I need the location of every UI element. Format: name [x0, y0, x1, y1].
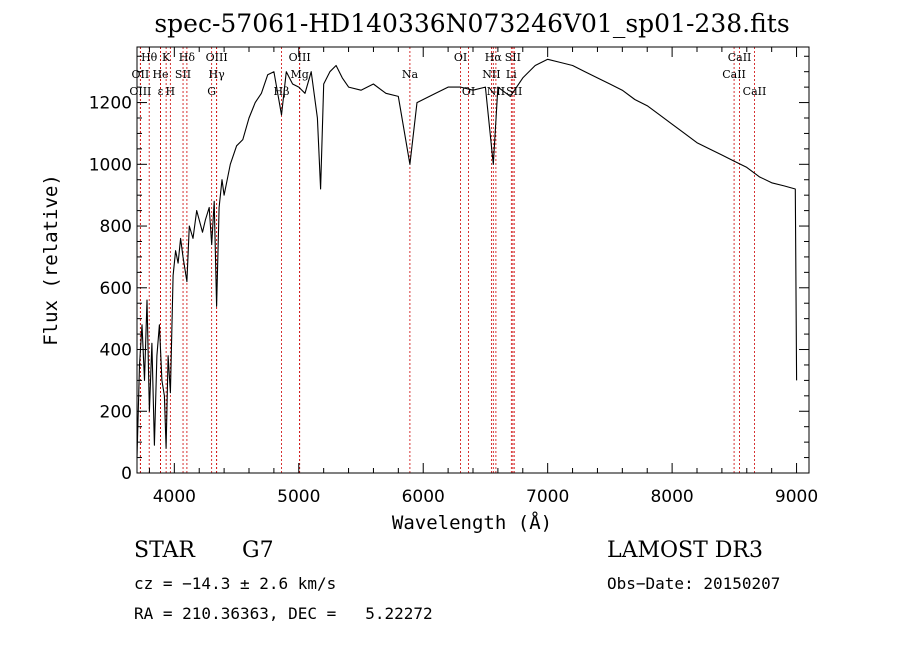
- x-tick-label: 5000: [277, 487, 320, 507]
- spectral-line-label: NII: [487, 85, 505, 98]
- x-tick-label: 9000: [775, 487, 818, 507]
- spectral-line-label: H: [166, 85, 176, 98]
- object-class: STAR: [134, 538, 195, 563]
- x-tick-label: 6000: [402, 487, 445, 507]
- spectrum-line: [136, 58, 798, 458]
- spectral-line-label: Hθ: [141, 51, 158, 64]
- plot-frame: [136, 46, 810, 474]
- y-tick-label: 1200: [89, 94, 132, 114]
- spectral-line-label: Li: [506, 68, 517, 81]
- obs-date: Obs−Date: 20150207: [607, 574, 781, 593]
- spectral-line-label: OII: [132, 68, 150, 81]
- spectral-line-label: CaII: [743, 85, 767, 98]
- spectral-line-label: Hγ: [209, 68, 226, 81]
- spectral-line-label: K: [162, 51, 171, 64]
- spectral-line-label: Na: [402, 68, 419, 81]
- spectral-line-label: OI: [454, 51, 467, 64]
- spectral-line-label: SII: [505, 51, 521, 64]
- spectral-line-label: OIII: [289, 51, 311, 64]
- x-tick-label: 4000: [153, 487, 196, 507]
- x-tick-label: 7000: [526, 487, 569, 507]
- y-tick-label: 200: [100, 402, 132, 422]
- spectral-line-markers: [139, 47, 755, 473]
- spectral-line-label: Hδ: [179, 51, 196, 64]
- y-tick-label: 800: [100, 217, 132, 237]
- spectral-line-label: OIII: [129, 85, 151, 98]
- spectral-line-label: Hα: [485, 51, 503, 64]
- spectral-line-label: ε: [158, 85, 164, 98]
- spectral-line-label: CaII: [728, 51, 752, 64]
- spectral-line-label: CaII: [722, 68, 746, 81]
- spectral-line-label: G: [207, 85, 216, 98]
- x-tick-label: 8000: [650, 487, 693, 507]
- spectral-line-label: SII: [175, 68, 191, 81]
- spectral-line-label: OIII: [206, 51, 228, 64]
- y-tick-label: 1000: [89, 155, 132, 175]
- spectral-line-label: Mg: [290, 68, 308, 81]
- chart-title: spec-57061-HD140336N073246V01_sp01-238.f…: [154, 9, 789, 38]
- y-tick-label: 0: [121, 464, 132, 484]
- x-axis-label: Wavelength (Å): [392, 511, 552, 534]
- y-tick-label: 600: [100, 279, 132, 299]
- spectral-line-label: Hβ: [274, 85, 290, 98]
- spectral-line-label: OI: [462, 85, 475, 98]
- y-tick-label: 400: [100, 341, 132, 361]
- subclass: G7: [242, 538, 274, 563]
- spectral-line-label: He: [152, 68, 168, 81]
- axis-ticks: 4000 5000 6000 7000 8000 9000 0 200 400 600 800 100…: [89, 47, 818, 507]
- survey-name: LAMOST DR3: [607, 538, 763, 563]
- coordinates: RA = 210.36363, DEC = 5.22272: [134, 604, 433, 623]
- redshift-readout: cz = −14.3 ± 2.6 km/s: [134, 574, 337, 593]
- y-axis-label: Flux (relative): [40, 174, 62, 346]
- spectral-line-label: NII: [482, 68, 500, 81]
